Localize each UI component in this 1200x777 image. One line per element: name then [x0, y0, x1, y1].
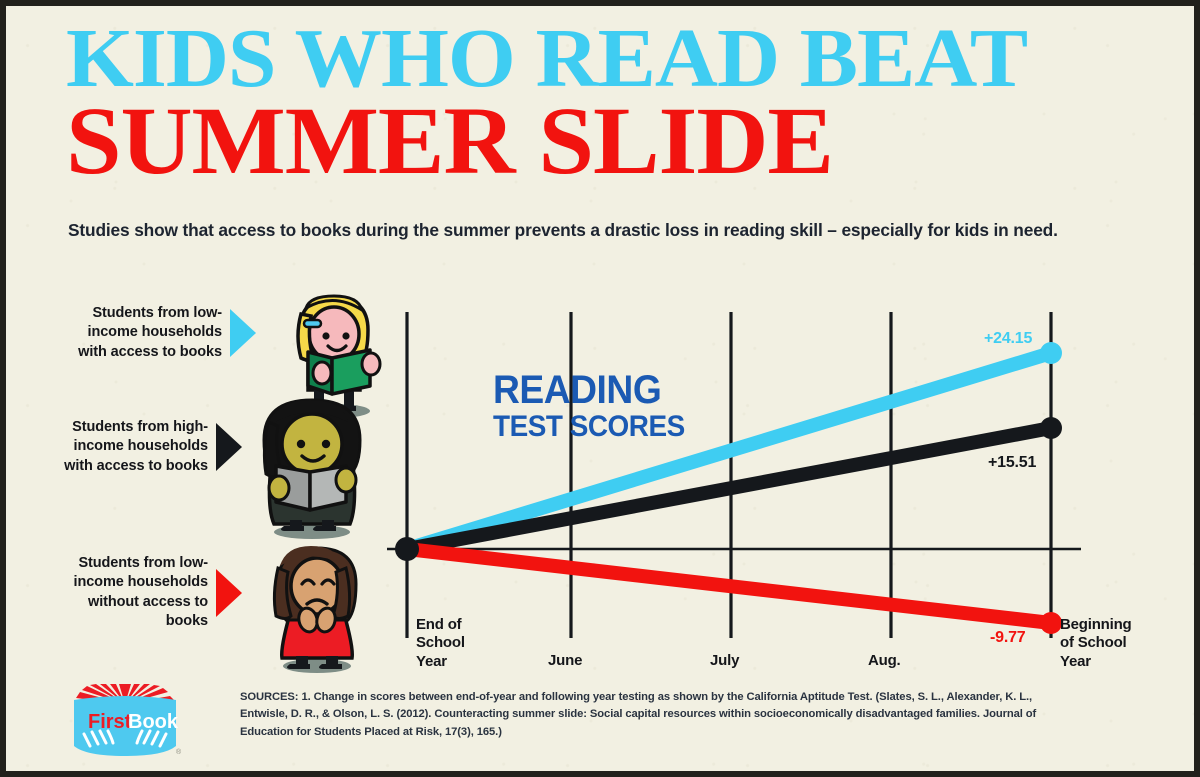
series-line-low-income-with-books: [400, 346, 1058, 556]
legend-item-low-income-without-books: Students from low-income households with…: [60, 554, 242, 631]
sources-citation: SOURCES: 1. Change in scores between end…: [240, 691, 1037, 738]
first-book-logo[interactable]: First Book ®: [66, 684, 184, 758]
value-label-low-income-without-books: -9.77: [990, 629, 1026, 646]
chart-title-line-2: TEST SCORES: [493, 409, 685, 443]
arrow-right-red-icon: [216, 568, 242, 617]
x-axis-label-line: School: [416, 634, 465, 652]
logo-text-first: First: [88, 711, 132, 733]
x-axis-label-line: Year: [1060, 652, 1091, 670]
logo-registered-mark: ®: [176, 748, 182, 756]
headline-line-1: KIDS WHO READ BEAT: [66, 12, 1028, 105]
x-axis-label-line: Beginning: [1060, 616, 1132, 633]
x-axis-label-beginning-of-school-year: Beginning of School Year: [1060, 616, 1132, 671]
subtitle: Studies show that access to books during…: [68, 220, 1058, 240]
legend-label: Students from low-income households with…: [78, 305, 222, 360]
headline-line-2: SUMMER SLIDE: [66, 87, 834, 194]
chart-origin-marker: [395, 537, 419, 561]
reading-test-scores-chart: READING TEST SCORES: [6, 276, 1194, 696]
illustration-girl-reading-green-book: [296, 294, 382, 418]
legend-label: Students from high-income households wit…: [64, 419, 208, 474]
series-endpoint-low-income-without-books: [1040, 612, 1062, 634]
x-axis-label-july: July: [710, 652, 740, 669]
chart-svg: [387, 312, 1081, 638]
x-axis-label-line: End of: [416, 616, 462, 633]
value-label-low-income-with-books: +24.15: [984, 330, 1033, 347]
legend-label: Students from low-income households with…: [73, 555, 209, 629]
x-axis-label-end-of-school-year: End of School Year: [416, 616, 465, 671]
legend-item-high-income-with-books: Students from high-income households wit…: [60, 418, 242, 476]
chart-title-block: READING TEST SCORES: [493, 368, 685, 443]
x-axis-label-june: June: [548, 652, 583, 669]
chart-title-line-1: READING: [493, 368, 662, 412]
x-axis-label-line: Year: [416, 652, 447, 670]
logo-page-lines-icon: [82, 729, 168, 748]
legend-item-low-income-with-books: Students from low-income households with…: [74, 304, 256, 362]
series-endpoint-high-income-with-books: [1040, 417, 1062, 439]
arrow-right-cyan-icon: [230, 308, 256, 357]
series-line-low-income-without-books: [400, 542, 1058, 630]
series-line-high-income-with-books: [400, 421, 1058, 556]
illustration-sad-girl-red-dress: [272, 546, 358, 673]
x-axis-label-line: of School: [1060, 634, 1127, 652]
series-endpoint-low-income-with-books: [1040, 342, 1062, 364]
logo-book-shape: [74, 696, 176, 756]
logo-text-book: Book: [128, 711, 179, 733]
value-label-high-income-with-books: +15.51: [988, 454, 1037, 471]
arrow-right-black-icon: [216, 422, 242, 471]
x-axis-label-aug: Aug.: [868, 652, 901, 669]
illustration-child-reading-grey-book: [262, 398, 362, 539]
